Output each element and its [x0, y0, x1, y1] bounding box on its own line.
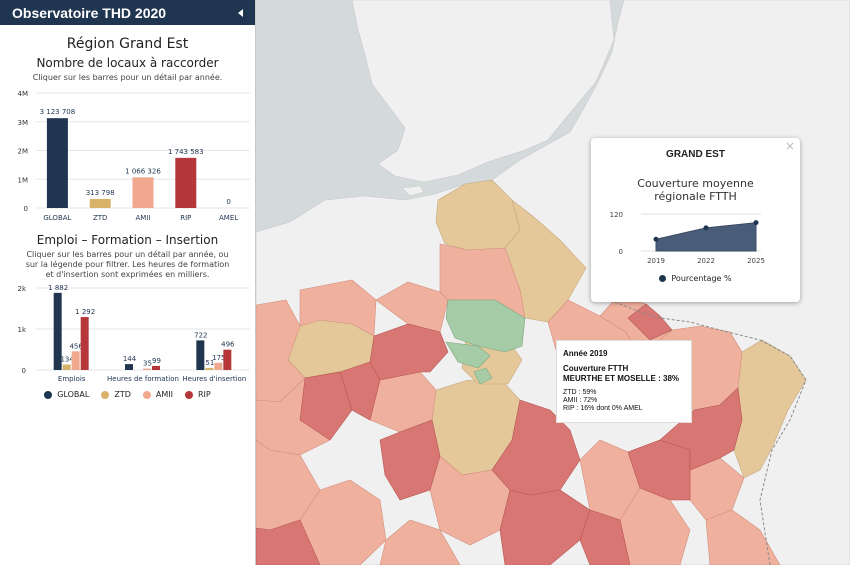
bar-value-label: 1 066 326 — [125, 167, 161, 175]
tooltip-year: Année 2019 — [563, 349, 608, 358]
x-tick-label: 2022 — [697, 257, 715, 265]
bar-rip[interactable] — [223, 349, 232, 370]
bar-amii[interactable] — [143, 368, 151, 370]
bar-ztd[interactable] — [62, 364, 71, 370]
bar-rip[interactable] — [175, 157, 197, 208]
collapse-sidebar-button[interactable] — [233, 6, 247, 20]
legend-item-ztd[interactable]: ZTD — [101, 390, 131, 399]
bar-global[interactable] — [196, 340, 205, 370]
x-tick-label: Emplois — [58, 375, 86, 383]
bar-rip[interactable] — [152, 365, 160, 370]
tooltip-heading-1: Couverture FTTH — [563, 364, 629, 373]
map-view[interactable]: × GRAND EST Couverture moyenne régionale… — [256, 0, 850, 565]
popup-area-chart: 0 120 2019 2022 2025 — [610, 211, 765, 265]
app-title: Observatoire THD 2020 — [12, 4, 167, 21]
bar-value-label: 1 743 583 — [168, 148, 204, 156]
y-tick-label: 0 — [22, 367, 26, 375]
emploi-bar-chart: 0 1k 2k 1 882 134 456 1 292 Emplois 144 35 99 Heure… — [17, 284, 250, 383]
x-tick-label: AMII — [136, 214, 151, 222]
bar-ztd[interactable] — [205, 367, 214, 370]
bar-global[interactable] — [125, 364, 133, 370]
bar-value-label: 35 — [143, 360, 152, 368]
departments-red — [256, 303, 743, 565]
bar-amii[interactable] — [214, 362, 223, 370]
legend-dot — [44, 390, 53, 399]
country-border — [609, 299, 761, 341]
sidebar: Observatoire THD 2020 Région Grand Est N… — [0, 0, 256, 565]
popup-title: GRAND EST — [666, 149, 725, 160]
departments-tan — [285, 179, 807, 479]
bar-value-label: 144 — [123, 355, 137, 363]
tooltip-amii: AMII : 72% — [563, 397, 598, 404]
y-tick-label: 3M — [18, 119, 29, 127]
x-tick-label: 2025 — [747, 257, 765, 265]
region-popup: × GRAND EST Couverture moyenne régionale… — [591, 138, 800, 302]
chart2-legend: GLOBAL ZTD AMII RIP — [0, 390, 255, 399]
chart2-title: Emploi – Formation – Insertion — [36, 233, 219, 247]
bar-value-label: 722 — [194, 331, 207, 339]
x-tick-label: AMEL — [219, 214, 238, 222]
popup-chart-title: Couverture moyenne régionale FTTH — [637, 177, 754, 203]
popup-legend[interactable]: Pourcentage % — [591, 274, 800, 283]
data-point — [703, 225, 709, 231]
country-border — [759, 339, 807, 565]
chart1-hint: Cliquer sur les barres pour un détail pa… — [32, 73, 223, 82]
y-tick-label: 1M — [18, 176, 29, 184]
x-tick-label: GLOBAL — [43, 214, 71, 222]
y-tick-label: 4M — [18, 90, 29, 98]
region-title: Région Grand Est — [66, 36, 189, 52]
bar-value-label: 51 — [205, 359, 214, 367]
bar-rip[interactable] — [80, 317, 89, 370]
land-great-britain — [351, 0, 615, 183]
y-tick-label: 120 — [610, 211, 623, 219]
bar-value-label: 3 123 708 — [40, 108, 76, 116]
legend-dot — [142, 390, 151, 399]
legend-dot — [101, 390, 110, 399]
tooltip-ztd: ZTD : 59% — [563, 389, 597, 396]
y-tick-label: 1k — [17, 326, 26, 334]
bar-value-label: 496 — [221, 341, 235, 349]
bar-value-label: 1 292 — [75, 308, 95, 316]
legend-item-amii[interactable]: AMII — [142, 390, 173, 399]
x-tick-label: 2019 — [647, 257, 665, 265]
bar-amii[interactable] — [132, 177, 154, 208]
y-tick-label: 2k — [17, 285, 26, 293]
locaux-bar-chart: 0 1M 2M 3M 4M 3 123 708 GLOBAL 313 798 ZTD 1 066 … — [18, 90, 250, 222]
data-point — [753, 220, 759, 226]
chart1-title: Nombre de locaux à raccorder — [36, 56, 219, 70]
sidebar-header: Observatoire THD 2020 — [0, 0, 255, 25]
bar-amii[interactable] — [71, 351, 80, 370]
x-tick-label: Heures d'insertion — [182, 375, 246, 383]
y-tick-label: 2M — [18, 148, 29, 156]
bar-value-label: 175 — [212, 354, 225, 362]
bar-value-label: 456 — [69, 342, 83, 350]
bar-value-label: 313 798 — [86, 189, 115, 197]
x-tick-label: ZTD — [93, 214, 107, 222]
departments-green — [445, 299, 526, 385]
department-tooltip: Année 2019 Couverture FTTH MEURTHE ET MO… — [556, 340, 692, 423]
legend-item-global[interactable]: GLOBAL — [44, 390, 89, 399]
popup-legend-dot — [659, 275, 667, 282]
bar-ztd[interactable] — [89, 198, 111, 208]
caret-left-icon — [237, 8, 243, 17]
bar-value-label: 0 — [226, 198, 230, 206]
bar-value-label: 134 — [60, 356, 74, 364]
legend-dot — [184, 390, 193, 399]
x-tick-label: Heures de formation — [107, 375, 179, 383]
bar-global[interactable] — [46, 118, 68, 208]
bar-value-label: 1 882 — [48, 284, 68, 292]
data-point — [653, 236, 659, 242]
y-tick-label: 0 — [619, 248, 623, 256]
legend-item-rip[interactable]: RIP — [184, 390, 211, 399]
land-isle-of-wight — [401, 185, 425, 197]
x-tick-label: RIP — [180, 214, 191, 222]
popup-close-button[interactable]: × — [784, 139, 795, 153]
chart2-hint: Cliquer sur les barres pour un détail pa… — [25, 250, 230, 279]
tooltip-rip: RIP : 16% dont 0% AMEL — [563, 405, 643, 412]
y-tick-label: 0 — [24, 205, 28, 213]
tooltip-heading-2: MEURTHE ET MOSELLE : 38% — [563, 374, 680, 383]
bar-global[interactable] — [53, 292, 62, 370]
bar-value-label: 99 — [152, 357, 161, 365]
